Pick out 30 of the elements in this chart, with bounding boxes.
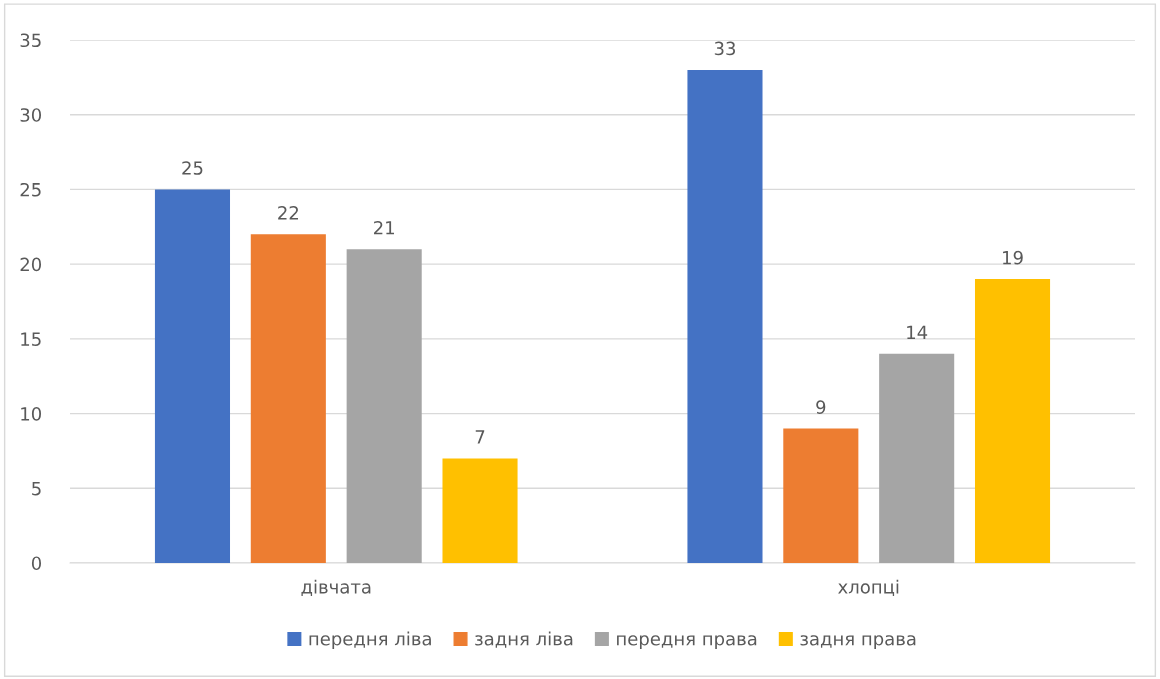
y-tick-label: 10 bbox=[21, 407, 42, 421]
y-tick-label: 30 bbox=[20, 108, 42, 122]
data-label: 21 bbox=[374, 220, 394, 235]
bar bbox=[879, 353, 955, 563]
x-tick-label: дівчата bbox=[301, 579, 371, 596]
data-label: 25 bbox=[182, 161, 203, 175]
bar bbox=[783, 428, 859, 563]
data-label: 22 bbox=[278, 205, 298, 220]
bar bbox=[346, 249, 422, 563]
data-label: 9 bbox=[816, 400, 826, 414]
bar bbox=[154, 189, 231, 563]
data-label: 33 bbox=[714, 41, 736, 56]
y-tick-label: 35 bbox=[20, 33, 41, 48]
bar bbox=[974, 279, 1051, 563]
legend-label: передня права bbox=[617, 635, 757, 650]
legend-label: задня ліва bbox=[475, 631, 573, 648]
data-label: 19 bbox=[1003, 250, 1023, 265]
legend-label: передня ліва bbox=[309, 631, 431, 650]
y-tick-label: 5 bbox=[32, 481, 41, 496]
bar bbox=[250, 234, 326, 563]
data-label: 14 bbox=[907, 325, 928, 339]
x-tick-label: хлопці bbox=[838, 579, 899, 596]
y-tick-label: 0 bbox=[31, 556, 42, 571]
bar bbox=[442, 458, 518, 563]
bar bbox=[687, 69, 763, 563]
legend-label: задня права bbox=[800, 635, 916, 650]
y-tick-label: 25 bbox=[20, 182, 41, 197]
data-label: 7 bbox=[475, 430, 485, 444]
y-tick-label: 20 bbox=[20, 257, 42, 272]
y-tick-label: 15 bbox=[21, 332, 41, 346]
